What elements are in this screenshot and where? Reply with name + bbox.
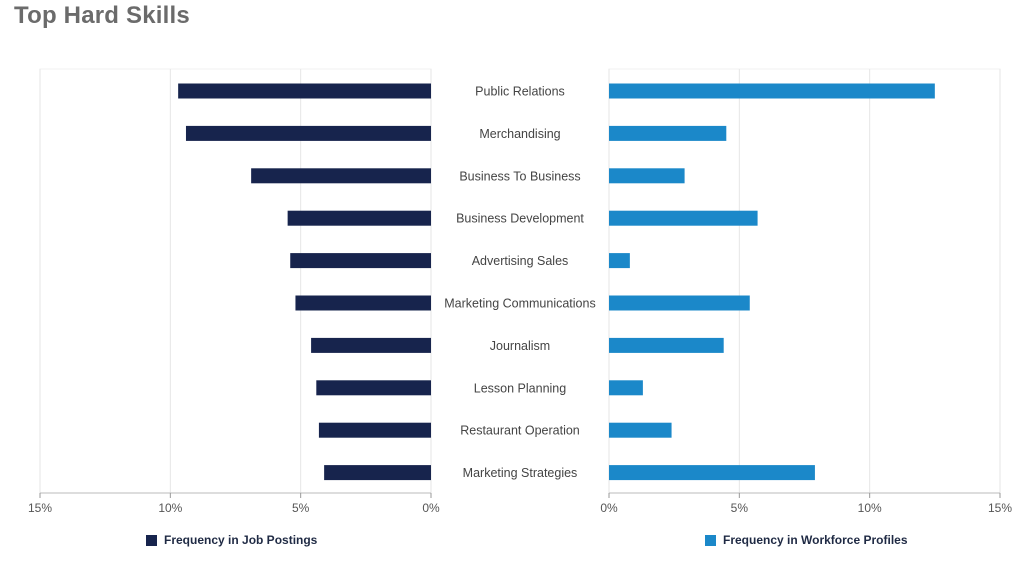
legend-workforce-profiles[interactable]: Frequency in Workforce Profiles (705, 533, 908, 547)
bar-workforce-profiles (609, 210, 758, 226)
category-label: Merchandising (479, 127, 560, 141)
tick-label-right: 0% (600, 501, 618, 515)
category-label: Marketing Communications (444, 297, 595, 311)
category-label: Journalism (490, 339, 550, 353)
bar-job-postings (178, 83, 431, 99)
bar-workforce-profiles (609, 125, 727, 141)
category-label: Restaurant Operation (460, 424, 580, 438)
bar-job-postings (316, 380, 431, 396)
bar-job-postings (251, 168, 431, 184)
bar-workforce-profiles (609, 253, 630, 269)
category-label: Business Development (456, 212, 584, 226)
bar-job-postings (295, 295, 431, 311)
bar-job-postings (185, 125, 431, 141)
bar-job-postings (311, 337, 431, 353)
legend-swatch-job-postings (146, 534, 157, 546)
bar-job-postings (290, 253, 431, 269)
bar-workforce-profiles (609, 295, 750, 311)
legend-label-workforce-profiles: Frequency in Workforce Profiles (723, 533, 908, 547)
bar-workforce-profiles (609, 465, 815, 481)
category-label: Lesson Planning (474, 381, 566, 395)
tick-label-right: 5% (731, 501, 749, 515)
bar-workforce-profiles (609, 168, 685, 184)
legend-swatch-workforce-profiles (705, 534, 716, 546)
legend-job-postings[interactable]: Frequency in Job Postings (146, 533, 317, 547)
category-label: Marketing Strategies (463, 466, 578, 480)
tick-label-right: 15% (988, 501, 1012, 515)
tick-label-left: 10% (158, 501, 182, 515)
bar-workforce-profiles (609, 337, 724, 353)
bar-workforce-profiles (609, 83, 935, 99)
bar-job-postings (287, 210, 431, 226)
bar-job-postings (324, 465, 431, 481)
category-label: Advertising Sales (472, 254, 569, 268)
tick-label-left: 5% (292, 501, 310, 515)
bar-job-postings (318, 422, 431, 438)
tick-label-left: 0% (422, 501, 440, 515)
category-label: Public Relations (475, 85, 565, 99)
bar-workforce-profiles (609, 380, 643, 396)
category-label: Business To Business (459, 169, 580, 183)
legend-label-job-postings: Frequency in Job Postings (164, 533, 318, 547)
tick-label-right: 10% (858, 501, 882, 515)
chart-title: Top Hard Skills (14, 2, 190, 29)
tick-label-left: 15% (28, 501, 52, 515)
bar-workforce-profiles (609, 422, 672, 438)
